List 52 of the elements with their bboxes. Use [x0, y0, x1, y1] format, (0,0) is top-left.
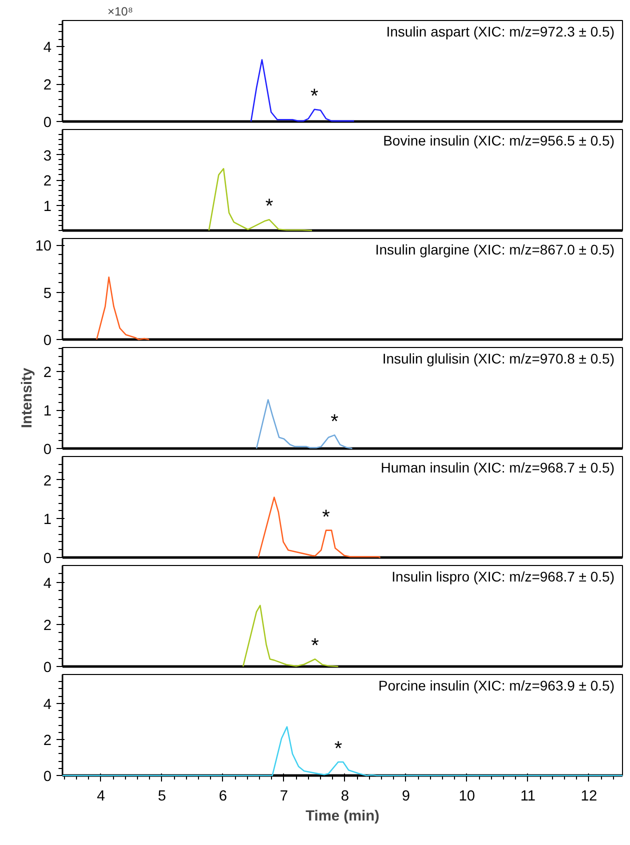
y-tick-label: 0: [43, 551, 52, 567]
y-tick-label: 0: [43, 660, 52, 676]
x-tick-label: 12: [580, 788, 598, 804]
line-series: [256, 399, 353, 450]
annotation: *: [330, 411, 339, 434]
y-tick-label: 4: [43, 696, 52, 713]
y-tick-label: 2: [43, 78, 52, 94]
x-tick-label: 10: [458, 788, 476, 804]
text: Insulin aspart (XIC: m/z=972.3 ± 0.5): [386, 24, 615, 40]
x-axis-title: Time (min): [306, 808, 380, 824]
line-series: [258, 496, 381, 558]
y-tick-label: 0: [43, 769, 52, 785]
y-tick-label: 0: [43, 115, 52, 131]
y-tick-label: 10: [35, 238, 52, 255]
x-tick-label: 4: [96, 788, 106, 804]
x-tick-label: 7: [280, 788, 288, 804]
y-tick-label: 3: [43, 148, 52, 164]
y-tick-label: 4: [43, 40, 52, 56]
y-tick-label: 2: [43, 473, 52, 490]
annotation: *: [265, 196, 274, 218]
line-series: [96, 276, 150, 340]
text: Human insulin (XIC: m/z=968.7 ± 0.5): [380, 460, 615, 476]
annotation: *: [310, 85, 319, 108]
text: Porcine insulin (XIC: m/z=963.9 ± 0.5): [378, 678, 615, 694]
text: ×10⁸: [108, 4, 133, 18]
annotation: *: [311, 635, 320, 658]
y-tick-label: 2: [43, 732, 52, 749]
annotation: *: [334, 738, 342, 760]
text: Insulin glulisin (XIC: m/z=970.8 ± 0.5): [382, 350, 615, 366]
y-tick-label: 1: [43, 198, 52, 215]
y-axis-title: Intensity: [19, 367, 36, 428]
text: Insulin glargine (XIC: m/z=867.0 ± 0.5): [375, 242, 615, 258]
y-tick-label: 5: [43, 286, 52, 302]
x-tick-label: 11: [520, 788, 536, 804]
y-tick-label: 4: [43, 576, 52, 592]
y-tick-label: 2: [43, 618, 52, 634]
text: Insulin lispro (XIC: m/z=968.7 ± 0.5): [392, 568, 615, 584]
text: Bovine insulin (XIC: m/z=956.5 ± 0.5): [383, 132, 615, 148]
y-tick-label: 2: [43, 365, 52, 382]
line-series: [250, 59, 355, 122]
y-tick-label: 2: [43, 174, 52, 190]
x-tick-label: 6: [218, 788, 228, 804]
line-series: [208, 168, 313, 232]
line-series: [242, 604, 339, 668]
x-tick-label: 9: [402, 788, 410, 804]
annotation: *: [322, 506, 330, 528]
y-tick-label: 1: [43, 512, 52, 528]
x-tick-label: 8: [340, 788, 350, 804]
x-tick-label: 5: [158, 788, 166, 804]
y-tick-label: 0: [43, 442, 52, 458]
y-tick-label: 0: [43, 333, 52, 349]
y-tick-label: 1: [43, 404, 52, 420]
